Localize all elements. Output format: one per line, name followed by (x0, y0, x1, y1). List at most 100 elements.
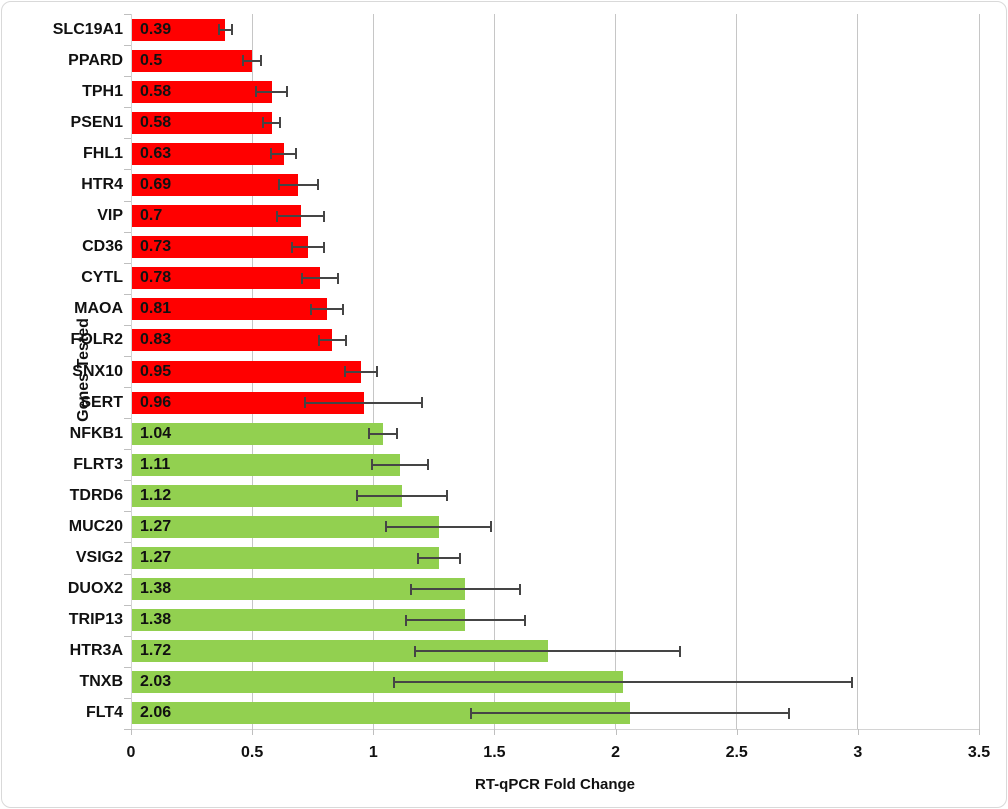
error-bar (370, 459, 429, 471)
category-label-maoa: MAOA (74, 300, 123, 318)
y-axis-line (131, 14, 132, 729)
error-bar-right-cap (427, 459, 429, 471)
error-bar (218, 24, 233, 36)
category-label-htr3a: HTR3A (69, 642, 123, 660)
bar-vsig2: 1.27 (131, 547, 439, 570)
error-bar (270, 148, 297, 160)
x-axis-tick (494, 729, 496, 735)
bar-value-label: 0.73 (140, 238, 172, 256)
bar-value-label: 0.5 (140, 51, 163, 69)
bar-duox2: 1.38 (131, 578, 466, 601)
x-axis-tick (736, 729, 738, 735)
x-axis-title: RT-qPCR Fold Change (475, 776, 635, 793)
category-label-sert: SERT (80, 393, 123, 411)
y-axis-tick (124, 45, 131, 47)
error-bar (409, 583, 522, 595)
error-bar-left-cap (392, 676, 395, 688)
error-bar-left-cap (404, 614, 407, 626)
category-label-muc20: MUC20 (68, 517, 123, 535)
bar-tdrd6: 1.12 (131, 484, 403, 507)
gridline (857, 14, 859, 729)
y-axis-tick (124, 324, 131, 326)
y-axis-tick (124, 14, 131, 15)
error-bar-left-cap (409, 583, 412, 595)
bar-value-label: 0.81 (140, 300, 172, 318)
x-axis-tick (373, 729, 375, 735)
category-label-vip: VIP (97, 207, 123, 225)
error-bar-left-cap (276, 210, 279, 222)
bar-htr3a: 1.72 (131, 640, 548, 663)
category-label-fhl1: FHL1 (83, 144, 123, 162)
error-bar-right-cap (344, 334, 347, 346)
error-bar-left-cap (242, 55, 245, 67)
error-bar-right-cap (316, 179, 319, 191)
bar-value-label: 0.63 (140, 144, 172, 162)
x-tick-label: 3 (853, 744, 863, 761)
error-bar-left-cap (304, 397, 307, 409)
error-bar (310, 303, 345, 315)
bar-vip: 0.7 (131, 205, 301, 228)
y-axis-tick (124, 355, 131, 357)
x-tick-label: 2 (611, 744, 621, 761)
error-bar (300, 272, 340, 284)
bar-value-label: 0.69 (140, 175, 172, 193)
bar-value-label: 0.7 (140, 207, 163, 225)
bar-value-label: 1.11 (140, 455, 171, 473)
error-bar (470, 707, 790, 719)
error-bar (290, 241, 325, 253)
error-bar-left-cap (414, 645, 417, 657)
gridline (615, 14, 617, 729)
category-label-psen1: PSEN1 (70, 113, 123, 131)
error-bar-left-cap (277, 179, 280, 191)
bar-value-label: 2.06 (140, 704, 172, 722)
bar-value-label: 0.58 (140, 82, 172, 100)
category-label-ppard: PPARD (68, 51, 123, 69)
bar-tph1: 0.58 (131, 80, 272, 103)
y-axis-tick (124, 511, 131, 513)
bar-flrt3: 1.11 (131, 453, 400, 476)
y-axis-tick (124, 231, 131, 233)
category-label-tph1: TPH1 (82, 82, 123, 100)
error-bar (368, 428, 398, 440)
bar-psen1: 0.58 (131, 111, 272, 134)
error-bar-right-cap (279, 117, 282, 129)
bar-snx10: 0.95 (131, 360, 362, 383)
error-bar-right-cap (342, 303, 345, 315)
error-bar (242, 55, 262, 67)
category-label-htr4: HTR4 (81, 175, 123, 193)
category-label-tdrd6: TDRD6 (69, 486, 123, 504)
y-axis-tick (124, 480, 131, 482)
error-bar-right-cap (678, 645, 681, 657)
y-axis-tick (124, 542, 131, 544)
error-bar-right-cap (446, 490, 449, 502)
x-axis-line (131, 729, 980, 730)
error-bar-right-cap (395, 428, 398, 440)
bar-value-label: 1.04 (140, 424, 172, 442)
error-bar-left-cap (368, 428, 371, 440)
category-label-vsig2: VSIG2 (75, 549, 123, 567)
bar-tnxb: 2.03 (131, 671, 623, 694)
error-bar-left-cap (356, 490, 359, 502)
y-axis-tick (124, 387, 131, 389)
bar-folr2: 0.83 (131, 329, 333, 352)
y-axis-tick (124, 262, 131, 264)
category-label-trip13: TRIP13 (68, 611, 123, 629)
category-label-cytl: CYTL (81, 269, 123, 287)
error-bar-right-cap (322, 210, 325, 222)
y-axis-tick (124, 635, 131, 637)
x-axis-tick (252, 729, 254, 735)
error-bar-left-cap (218, 24, 221, 36)
error-bar-left-cap (254, 86, 257, 98)
gridline (736, 14, 738, 729)
x-tick-label: 0.5 (241, 744, 264, 761)
bar-value-label: 1.27 (140, 549, 172, 567)
bar-value-label: 1.38 (140, 580, 172, 598)
x-tick-label: 3.5 (967, 744, 991, 761)
error-bar (416, 552, 461, 564)
bar-value-label: 1.27 (140, 517, 172, 535)
bar-maoa: 0.81 (131, 298, 328, 321)
y-axis-tick (124, 138, 131, 140)
error-bar (392, 676, 853, 688)
y-axis-tick (124, 293, 131, 295)
